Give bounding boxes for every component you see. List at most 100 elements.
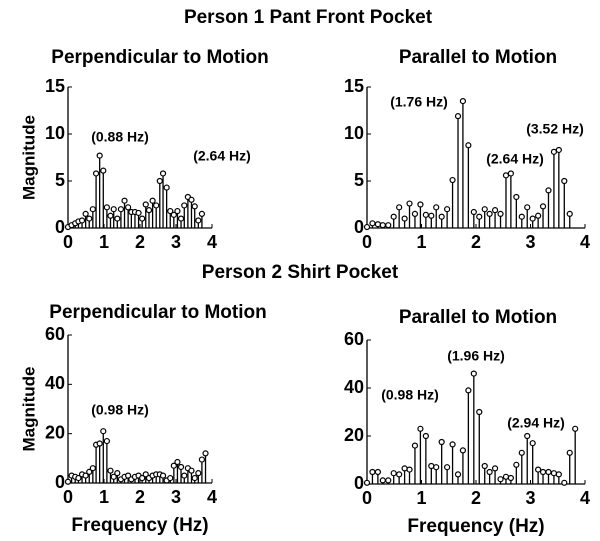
heading: Person 2 Shirt Pocket	[202, 262, 399, 283]
stem-marker	[390, 213, 397, 220]
stem-marker	[379, 222, 386, 229]
stem-marker	[107, 212, 114, 219]
x-tick-label: 2	[471, 232, 481, 252]
annotation: (3.52 Hz)	[526, 121, 584, 137]
stem-marker	[507, 170, 514, 177]
stem-marker	[502, 172, 510, 179]
stem-marker	[379, 477, 386, 484]
annotation: (0.88 Hz)	[91, 129, 149, 145]
stem-marker	[78, 217, 86, 224]
stem-marker	[385, 222, 392, 229]
y-tick-label: 60	[45, 324, 65, 344]
stem-marker	[459, 97, 467, 105]
x-tick-label: 2	[471, 488, 481, 508]
x-tick-label: 0	[63, 487, 73, 507]
stem-marker	[89, 465, 96, 472]
subplot-title: Perpendicular to Motion	[49, 302, 266, 323]
stem-marker	[502, 473, 510, 480]
stem-marker	[535, 212, 542, 219]
annotation: (2.94 Hz)	[507, 415, 565, 431]
stem-marker	[497, 476, 504, 483]
subplot-title: Parallel to Motion	[399, 47, 557, 68]
stem-marker	[555, 146, 562, 154]
stem-marker	[198, 456, 206, 463]
stem-marker	[142, 471, 149, 478]
stem-marker	[561, 479, 568, 486]
x-axis-label: Frequency (Hz)	[407, 516, 544, 537]
stem-marker	[170, 211, 177, 218]
y-tick-label: 0	[55, 217, 65, 237]
stem-marker	[428, 462, 435, 470]
y-tick-label: 40	[45, 373, 65, 393]
subplot-title: Perpendicular to Motion	[51, 47, 268, 68]
x-tick-label: 4	[207, 487, 217, 507]
stem-marker	[476, 213, 483, 220]
stem-marker	[491, 207, 499, 214]
stem-marker	[103, 204, 110, 211]
x-tick-label: 1	[416, 232, 426, 252]
x-tick-label: 3	[525, 488, 535, 508]
stem-marker	[481, 206, 488, 213]
stem-marker	[539, 203, 547, 210]
y-tick-label: 0	[55, 472, 65, 492]
stem-marker	[465, 387, 472, 394]
stem-marker	[550, 470, 558, 477]
x-tick-label: 4	[580, 488, 590, 508]
stem-marker	[92, 170, 100, 177]
x-tick-label: 0	[362, 232, 372, 252]
stem-marker	[385, 477, 392, 484]
subplot-title: Parallel to Motion	[399, 307, 557, 328]
stem-marker	[177, 463, 185, 471]
stem-marker	[139, 215, 146, 222]
stem-marker	[103, 437, 110, 445]
x-tick-label: 0	[63, 232, 73, 252]
stem-marker	[177, 215, 185, 222]
stem-marker	[159, 170, 167, 177]
y-tick-label: 20	[344, 425, 364, 445]
y-tick-label: 20	[45, 422, 65, 442]
stem-marker	[191, 203, 198, 210]
stem-marker	[529, 215, 536, 222]
stem-marker	[545, 468, 552, 476]
stem-marker	[513, 193, 520, 201]
y-axis-label: Magnitude	[19, 115, 38, 200]
stem-marker	[100, 167, 107, 174]
stem-marker	[195, 217, 202, 224]
stem-marker	[125, 204, 132, 211]
stem-marker	[524, 432, 531, 440]
stem-marker	[406, 466, 413, 473]
annotation: (2.64 Hz)	[193, 148, 251, 164]
stem-marker	[174, 458, 181, 466]
stem-marker	[444, 464, 451, 471]
stem-marker	[142, 201, 149, 208]
stem-marker	[139, 474, 146, 482]
y-tick-label: 40	[344, 377, 364, 397]
stem-marker	[433, 464, 440, 471]
stem-marker	[459, 447, 467, 454]
x-tick-label: 3	[171, 487, 181, 507]
stem-marker	[513, 461, 520, 468]
y-tick-label: 5	[354, 170, 364, 190]
stem-marker	[163, 184, 170, 191]
x-tick-label: 4	[207, 232, 217, 252]
annotation: (1.96 Hz)	[447, 348, 505, 364]
stem-marker	[417, 201, 424, 208]
annotation: (0.98 Hz)	[91, 402, 149, 418]
stem-marker	[401, 465, 408, 472]
stem-marker	[145, 207, 153, 214]
stem-marker	[198, 210, 206, 217]
stem-marker	[86, 468, 93, 475]
stem-marker	[396, 204, 403, 211]
stem-marker	[110, 206, 117, 213]
stem-marker	[422, 211, 429, 218]
stem-marker	[406, 200, 413, 207]
stem-marker	[454, 471, 462, 478]
stem-marker	[390, 470, 397, 477]
stem-marker	[422, 432, 429, 440]
stem-marker	[524, 204, 531, 211]
stem-marker	[438, 213, 445, 220]
stem-marker	[135, 209, 142, 217]
stem-marker	[465, 142, 472, 149]
stem-marker	[374, 468, 381, 476]
